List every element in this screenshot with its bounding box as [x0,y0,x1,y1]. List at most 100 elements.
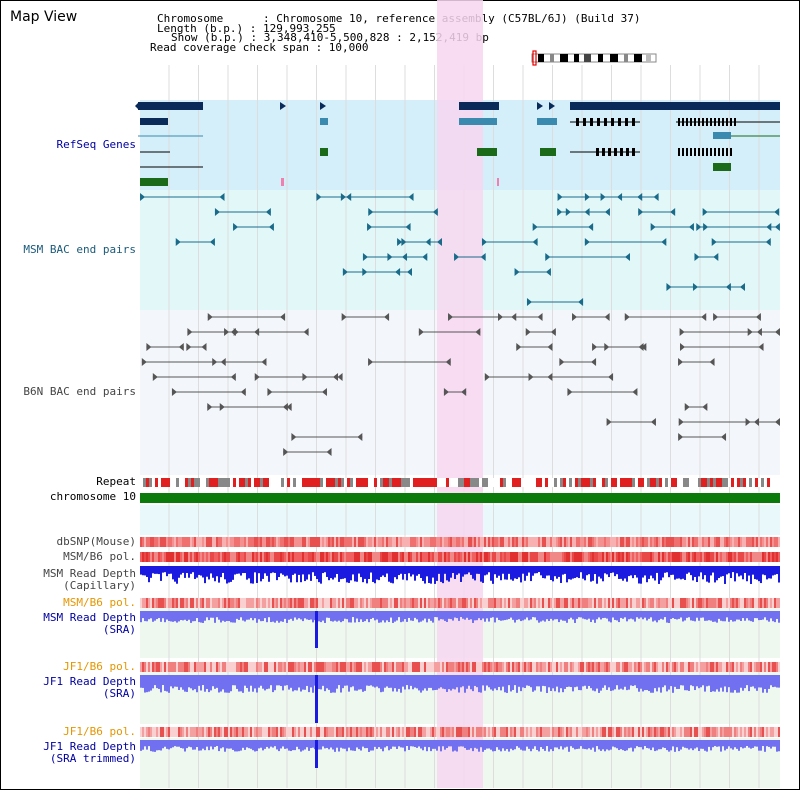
msm-sra-depth-bar [206,611,208,618]
msm-sra-depth-bar [562,611,564,621]
repeat-segment [362,478,365,487]
track-label-msm-depth-sra-1[interactable]: MSM Read Depth [43,611,136,624]
jf1-trimmed-depth-bar [704,740,706,751]
msm-b6-pol-cell [752,552,754,562]
msm-b6-pol-cell [218,552,220,562]
repeat-segment [413,478,416,487]
chromosome-ideogram[interactable] [528,50,660,66]
jf1-pol-cell [364,662,366,672]
msm-sra-depth-bar [150,611,152,619]
track-label-jf1-pol-2[interactable]: JF1/B6 pol. [63,725,136,738]
jf1-trimmed-depth-bar [586,740,588,750]
track-label-jf1-pol[interactable]: JF1/B6 pol. [63,660,136,673]
jf1-trimmed-depth-bar [274,740,276,747]
msm-b6-pol-2-cell [450,598,452,608]
msm-b6-pol-cell [466,552,468,562]
repeat-segment [293,478,296,487]
dbsnp-cell [428,537,430,547]
b6n-bac-end [547,373,553,381]
repeat-segment [335,478,338,487]
msm-b6-pol-cell [512,552,514,562]
dbsnp-cell [724,537,726,547]
msm-sra-depth-bar [506,611,508,620]
jf1-sra-depth-bar [524,675,526,689]
msm-b6-pol-2-cell [650,598,652,608]
msm-b6-pol-2-cell [224,598,226,608]
jf1-pol-2-cell [370,727,372,737]
repeat-segment [761,478,764,487]
msm-b6-pol-2-cell [172,598,174,608]
jf1-trimmed-depth-bar [516,740,518,747]
msm-sra-depth-bar [324,611,326,623]
repeat-segment [206,478,209,487]
msm-sra-depth-bar [216,611,218,618]
track-label-msm-depth-capillary-1[interactable]: MSM Read Depth [43,567,136,580]
track-label-msm-bac[interactable]: MSM BAC end pairs [23,243,136,256]
b6n-bac-end [497,313,503,321]
jf1-sra-depth-bar [282,675,284,691]
dbsnp-cell [506,537,508,547]
jf1-pol-cell [760,662,762,672]
jf1-sra-depth-bar [402,675,404,687]
msm-sra-depth-bar [722,611,724,622]
dbsnp-cell [246,537,248,547]
msm-capillary-depth-bar [336,566,338,574]
msm-capillary-depth-bar [774,566,776,575]
msm-b6-pol-2-cell [344,598,346,608]
repeat-segment [536,478,539,487]
refseq-exon [718,148,720,156]
jf1-sra-depth-bar [518,675,520,687]
jf1-trimmed-depth-bar [542,740,544,749]
jf1-pol-2-cell [210,727,212,737]
dbsnp-cell [194,537,196,547]
jf1-trimmed-depth-bar [504,740,506,751]
track-label-refseq[interactable]: RefSeq Genes [56,138,136,151]
track-label-b6n-bac[interactable]: B6N BAC end pairs [23,385,136,398]
dbsnp-cell [244,537,246,547]
msm-b6-pol-2-cell [312,598,314,608]
repeat-segment [560,478,563,487]
jf1-sra-depth-bar [198,675,200,686]
repeat-segment [266,478,269,487]
msm-b6-pol-2-cell [516,598,518,608]
jf1-sra-depth-bar [288,675,290,690]
msm-b6-pol-cell [380,552,382,562]
dbsnp-cell [142,537,144,547]
jf1-pol-2-cell [324,727,326,737]
msm-b6-pol-2-cell [544,598,546,608]
track-label-msm-b6-pol-2[interactable]: MSM/B6 pol. [63,596,136,609]
jf1-trimmed-depth-bar [698,740,700,751]
track-label-jf1-depth-sra-1[interactable]: JF1 Read Depth [43,675,136,688]
msm-b6-pol-cell [442,552,444,562]
jf1-sra-depth-bar [180,675,182,688]
jf1-pol-cell [654,662,656,672]
dbsnp-cell [596,537,598,547]
jf1-sra-depth-bar [356,675,358,691]
jf1-pol-2-cell [604,727,606,737]
jf1-pol-cell [416,662,418,672]
msm-b6-pol-2-cell [140,598,142,608]
msm-capillary-depth-bar [596,566,598,584]
jf1-pol-cell [628,662,630,672]
jf1-pol-2-cell [686,727,688,737]
jf1-sra-depth-bar [656,675,658,692]
repeat-segment [410,478,413,487]
track-label-msm-b6-pol[interactable]: MSM/B6 pol. [63,550,136,563]
jf1-trimmed-depth-bar [550,740,552,750]
msm-b6-pol-cell [336,552,338,562]
jf1-pol-2-cell [284,727,286,737]
track-label-dbsnp[interactable]: dbSNP(Mouse) [56,535,136,548]
jf1-pol-2-cell [158,727,160,737]
dbsnp-cell [556,537,558,547]
msm-sra-depth-bar [762,611,764,620]
msm-capillary-depth-bar [410,566,412,577]
msm-b6-pol-cell [660,552,662,562]
jf1-pol-cell [778,662,780,672]
jf1-trimmed-depth-bar [176,740,178,747]
msm-b6-pol-cell [252,552,254,562]
msm-sra-depth-bar [200,611,202,623]
refseq-exon [686,118,688,126]
track-label-jf1-depth-trim-1[interactable]: JF1 Read Depth [43,740,136,753]
jf1-pol-cell [220,662,222,672]
